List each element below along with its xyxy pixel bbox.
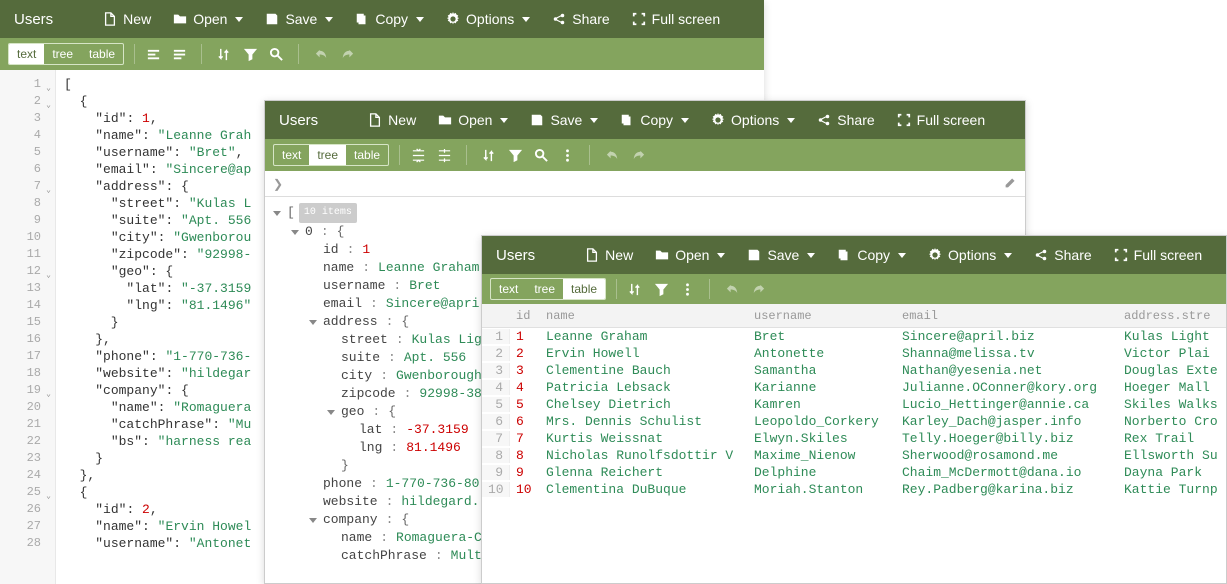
menu-save[interactable]: Save — [747, 247, 815, 263]
filter-icon[interactable] — [507, 147, 523, 163]
breadcrumb-bar: ❯ — [265, 171, 1025, 197]
menu-save[interactable]: Save — [530, 112, 598, 128]
sort-icon[interactable] — [481, 147, 497, 163]
mode-tree[interactable]: tree — [309, 145, 346, 165]
menu-fullscreen[interactable]: Full screen — [897, 112, 985, 128]
col-address[interactable]: address.stre — [1118, 309, 1226, 323]
edit-icon[interactable] — [1004, 176, 1017, 192]
toolbar-icons — [145, 44, 355, 64]
menu-fullscreen[interactable]: Full screen — [632, 11, 720, 27]
menu-open[interactable]: Open — [655, 247, 725, 263]
menu-open[interactable]: Open — [438, 112, 508, 128]
main-menu: New Open Save Copy Options Share Full screen — [585, 247, 1202, 263]
mode-tree[interactable]: tree — [526, 279, 563, 299]
sort-icon[interactable] — [216, 46, 232, 62]
search-icon[interactable] — [268, 46, 284, 62]
table-row[interactable]: 99Glenna ReichertDelphineChaim_McDermott… — [482, 464, 1226, 481]
compact-icon[interactable] — [171, 46, 187, 62]
menu-copy[interactable]: Copy — [837, 247, 906, 263]
table-row[interactable]: 77Kurtis WeissnatElwyn.SkilesTelly.Hoege… — [482, 430, 1226, 447]
menu-copy[interactable]: Copy — [620, 112, 689, 128]
col-id[interactable]: id — [510, 309, 540, 323]
sort-icon[interactable] — [627, 281, 643, 297]
titlebar: Users New Open Save Copy Options Share Full sc… — [482, 236, 1226, 274]
mode-text[interactable]: text — [491, 279, 526, 299]
table-row[interactable]: 22Ervin HowellAntonetteShanna@melissa.tv… — [482, 345, 1226, 362]
toolbar: text tree table — [482, 274, 1226, 304]
window-title: Users — [496, 247, 535, 264]
editor-window-table: Users New Open Save Copy Options Share Full sc… — [481, 235, 1227, 584]
filter-icon[interactable] — [242, 46, 258, 62]
mode-selector: text tree table — [8, 43, 124, 65]
format-icon[interactable] — [145, 46, 161, 62]
toolbar-icons — [627, 279, 766, 299]
table-row[interactable]: 88Nicholas Runolfsdottir VMaxime_NienowS… — [482, 447, 1226, 464]
table-row[interactable]: 55Chelsey DietrichKamrenLucio_Hettinger@… — [482, 396, 1226, 413]
menu-options[interactable]: Options — [711, 112, 795, 128]
menu-share[interactable]: Share — [552, 11, 609, 27]
window-title: Users — [279, 112, 318, 129]
table-row[interactable]: 11Leanne GrahamBretSincere@april.bizKula… — [482, 328, 1226, 345]
toolbar: text tree table — [265, 139, 1025, 171]
menu-share[interactable]: Share — [817, 112, 874, 128]
toolbar: text tree table — [0, 38, 764, 70]
table-row[interactable]: 44Patricia LebsackKarianneJulianne.OConn… — [482, 379, 1226, 396]
main-menu: New Open Save Copy Options Share Full screen — [368, 112, 985, 128]
table-header: id name username email address.stre — [482, 304, 1226, 328]
more-icon[interactable] — [679, 281, 695, 297]
table-row[interactable]: 66Mrs. Dennis SchulistLeopoldo_CorkeryKa… — [482, 413, 1226, 430]
undo-icon[interactable] — [313, 46, 329, 62]
more-icon[interactable] — [559, 147, 575, 163]
filter-icon[interactable] — [653, 281, 669, 297]
redo-icon[interactable] — [750, 281, 766, 297]
redo-icon[interactable] — [630, 147, 646, 163]
mode-text[interactable]: text — [274, 145, 309, 165]
mode-text[interactable]: text — [9, 44, 44, 64]
mode-table[interactable]: table — [346, 145, 388, 165]
main-menu: New Open Save Copy Options Share Full screen — [103, 11, 720, 27]
titlebar: Users New Open Save Copy Options Share Full sc… — [265, 101, 1025, 139]
col-email[interactable]: email — [896, 309, 1118, 323]
expand-icon[interactable] — [436, 147, 452, 163]
undo-icon[interactable] — [724, 281, 740, 297]
col-name[interactable]: name — [540, 309, 748, 323]
menu-open[interactable]: Open — [173, 11, 243, 27]
menu-new[interactable]: New — [585, 247, 633, 263]
tree-node[interactable]: [ 10 items — [273, 203, 1017, 223]
menu-fullscreen[interactable]: Full screen — [1114, 247, 1202, 263]
col-username[interactable]: username — [748, 309, 896, 323]
mode-table[interactable]: table — [81, 44, 123, 64]
redo-icon[interactable] — [339, 46, 355, 62]
menu-new[interactable]: New — [103, 11, 151, 27]
mode-tree[interactable]: tree — [44, 44, 81, 64]
undo-icon[interactable] — [604, 147, 620, 163]
table-body: 11Leanne GrahamBretSincere@april.bizKula… — [482, 328, 1226, 498]
chevron-right-icon[interactable]: ❯ — [273, 177, 283, 191]
mode-selector: text tree table — [273, 144, 389, 166]
search-icon[interactable] — [533, 147, 549, 163]
mode-selector: text tree table — [490, 278, 606, 300]
table-row[interactable]: 1010Clementina DuBuqueMoriah.StantonRey.… — [482, 481, 1226, 498]
table-row[interactable]: 33Clementine BauchSamanthaNathan@yesenia… — [482, 362, 1226, 379]
mode-table[interactable]: table — [563, 279, 605, 299]
window-title: Users — [14, 11, 53, 28]
menu-share[interactable]: Share — [1034, 247, 1091, 263]
menu-new[interactable]: New — [368, 112, 416, 128]
menu-options[interactable]: Options — [446, 11, 530, 27]
menu-save[interactable]: Save — [265, 11, 333, 27]
menu-options[interactable]: Options — [928, 247, 1012, 263]
menu-copy[interactable]: Copy — [355, 11, 424, 27]
titlebar: Users New Open Save Copy Options Share Full sc… — [0, 0, 764, 38]
toolbar-icons — [410, 145, 646, 165]
collapse-icon[interactable] — [410, 147, 426, 163]
